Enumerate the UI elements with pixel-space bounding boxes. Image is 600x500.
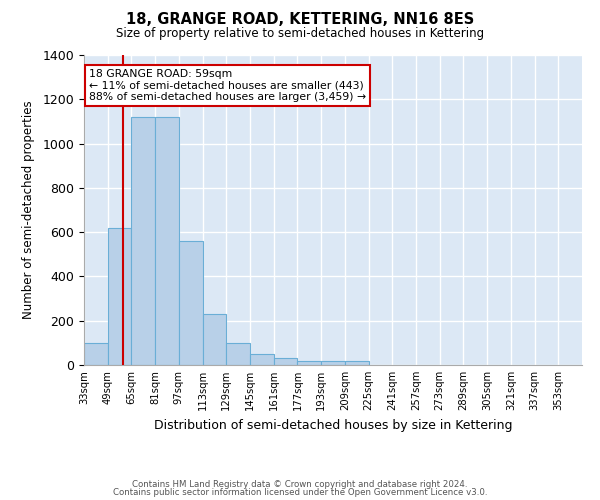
Bar [250, 354, 274, 365]
Text: 18, GRANGE ROAD, KETTERING, NN16 8ES: 18, GRANGE ROAD, KETTERING, NN16 8ES [126, 12, 474, 28]
Text: Contains public sector information licensed under the Open Government Licence v3: Contains public sector information licen… [113, 488, 487, 497]
X-axis label: Distribution of semi-detached houses by size in Kettering: Distribution of semi-detached houses by … [154, 418, 512, 432]
Bar [226, 343, 250, 365]
Bar [84, 343, 108, 365]
Text: Size of property relative to semi-detached houses in Kettering: Size of property relative to semi-detach… [116, 28, 484, 40]
Bar [108, 228, 131, 365]
Bar [131, 117, 155, 365]
Bar [345, 360, 368, 365]
Y-axis label: Number of semi-detached properties: Number of semi-detached properties [22, 100, 35, 320]
Bar [203, 314, 226, 365]
Text: Contains HM Land Registry data © Crown copyright and database right 2024.: Contains HM Land Registry data © Crown c… [132, 480, 468, 489]
Bar [321, 360, 345, 365]
Bar [298, 360, 321, 365]
Text: 18 GRANGE ROAD: 59sqm
← 11% of semi-detached houses are smaller (443)
88% of sem: 18 GRANGE ROAD: 59sqm ← 11% of semi-deta… [89, 69, 366, 102]
Bar [155, 117, 179, 365]
Bar [179, 241, 203, 365]
Bar [274, 358, 298, 365]
